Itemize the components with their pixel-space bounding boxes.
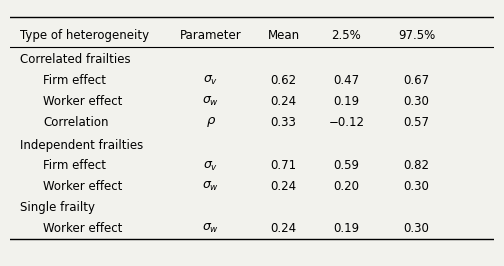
Text: 0.24: 0.24 xyxy=(270,180,296,193)
Text: Firm effect: Firm effect xyxy=(43,160,106,172)
Text: 0.30: 0.30 xyxy=(404,222,429,235)
Text: 0.19: 0.19 xyxy=(333,222,359,235)
Text: 0.20: 0.20 xyxy=(333,180,359,193)
Text: 97.5%: 97.5% xyxy=(398,29,435,41)
Text: 0.19: 0.19 xyxy=(333,95,359,108)
Text: 0.30: 0.30 xyxy=(404,95,429,108)
Text: 0.24: 0.24 xyxy=(270,222,296,235)
Text: Worker effect: Worker effect xyxy=(43,180,122,193)
Text: Parameter: Parameter xyxy=(180,29,242,41)
Text: Correlation: Correlation xyxy=(43,116,108,129)
Text: $\sigma_w$: $\sigma_w$ xyxy=(202,95,219,108)
Text: 0.57: 0.57 xyxy=(404,116,429,129)
Text: 0.59: 0.59 xyxy=(333,160,359,172)
Text: 0.82: 0.82 xyxy=(404,160,429,172)
Text: $\sigma_w$: $\sigma_w$ xyxy=(202,180,219,193)
Text: $\sigma_v$: $\sigma_v$ xyxy=(203,159,218,173)
Text: Worker effect: Worker effect xyxy=(43,222,122,235)
Text: Correlated frailties: Correlated frailties xyxy=(20,53,131,66)
Text: $\sigma_w$: $\sigma_w$ xyxy=(202,222,219,235)
Text: 0.67: 0.67 xyxy=(403,74,429,87)
Text: Single frailty: Single frailty xyxy=(20,201,95,214)
Text: −0.12: −0.12 xyxy=(328,116,364,129)
Text: 0.24: 0.24 xyxy=(270,95,296,108)
Text: 0.30: 0.30 xyxy=(404,180,429,193)
Text: 0.71: 0.71 xyxy=(270,160,296,172)
Text: 0.62: 0.62 xyxy=(270,74,296,87)
Text: $\rho$: $\rho$ xyxy=(206,115,216,129)
Text: 2.5%: 2.5% xyxy=(332,29,361,41)
Text: Type of heterogeneity: Type of heterogeneity xyxy=(20,29,149,41)
Text: 0.47: 0.47 xyxy=(333,74,359,87)
Text: Mean: Mean xyxy=(268,29,299,41)
Text: $\sigma_v$: $\sigma_v$ xyxy=(203,74,218,87)
Text: Independent frailties: Independent frailties xyxy=(20,139,143,152)
Text: Firm effect: Firm effect xyxy=(43,74,106,87)
Text: Worker effect: Worker effect xyxy=(43,95,122,108)
Text: 0.33: 0.33 xyxy=(271,116,296,129)
